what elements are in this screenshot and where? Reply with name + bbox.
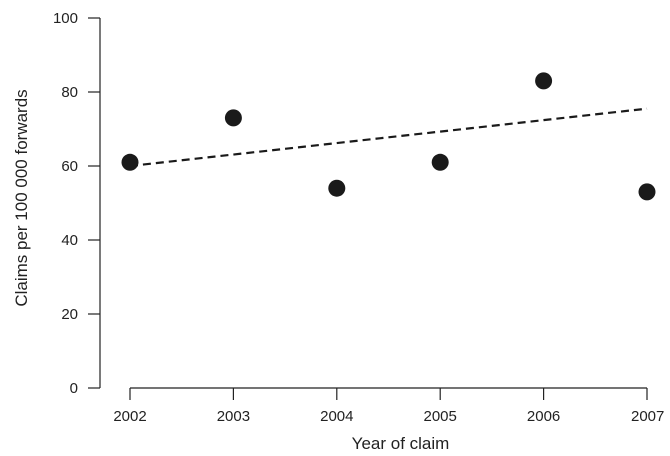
trend-line <box>129 107 648 168</box>
y-tick-label: 60 <box>61 158 78 175</box>
data-points <box>121 72 656 201</box>
x-axis-title: Year of claim <box>352 434 450 453</box>
x-tick-label: 2003 <box>217 408 250 425</box>
data-point <box>224 109 242 127</box>
y-tick-label: 20 <box>61 306 78 323</box>
y-tick-label: 0 <box>70 380 78 397</box>
y-tick-label: 80 <box>61 84 78 101</box>
x-tick-label: 2006 <box>527 408 560 425</box>
x-tick-label: 2005 <box>424 408 457 425</box>
x-tick-label: 2007 <box>631 408 664 425</box>
y-axis: 0 20 40 60 80 100 <box>53 10 101 397</box>
y-tick-label: 100 <box>53 10 78 27</box>
y-axis-title: Claims per 100 000 forwards <box>12 89 31 306</box>
data-point <box>121 153 139 171</box>
x-tick-label: 2004 <box>320 408 353 425</box>
x-tick-label: 2002 <box>113 408 146 425</box>
data-point <box>328 179 346 197</box>
y-tick-label: 40 <box>61 232 78 249</box>
x-axis: 2002 2003 2004 2005 2006 2007 <box>113 387 664 425</box>
data-point <box>431 153 449 171</box>
data-point <box>535 72 553 90</box>
data-point <box>638 183 656 201</box>
trend-line-group <box>129 107 648 168</box>
